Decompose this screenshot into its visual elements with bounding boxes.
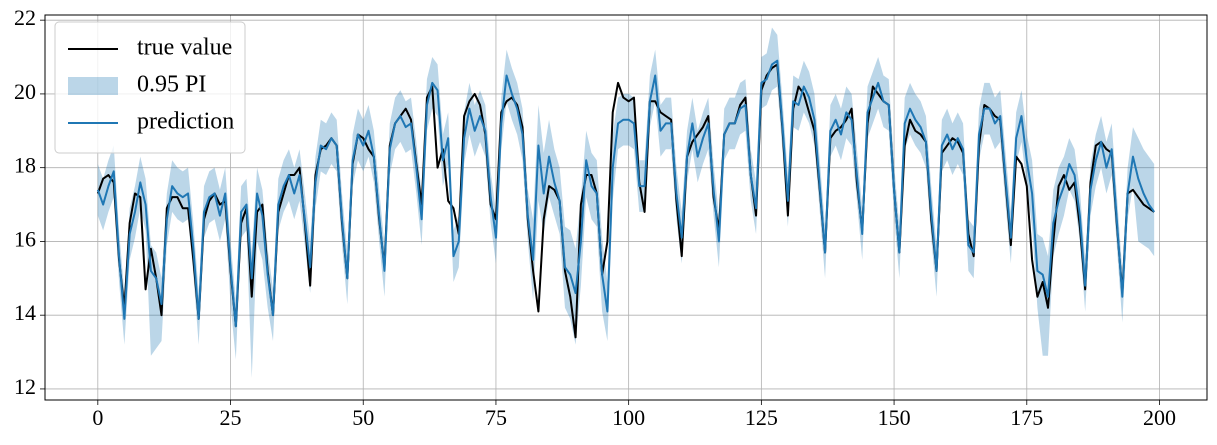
x-tick-label: 50 [352,405,374,430]
y-tick-label: 20 [14,79,36,104]
y-tick-label: 12 [14,374,36,399]
x-tick-label: 200 [1143,405,1176,430]
legend-label: prediction [137,109,234,135]
x-tick-label: 0 [92,405,103,430]
x-tick-label: 25 [220,405,242,430]
legend-label: 0.95 PI [137,72,206,98]
y-tick-label: 22 [14,5,36,30]
legend: true value 0.95 PI prediction [54,21,246,154]
y-tick-label: 18 [14,153,36,178]
x-tick-label: 150 [878,405,911,430]
x-tick-label: 75 [485,405,507,430]
axes-frame [44,14,1208,401]
legend-box [54,21,246,154]
x-tick-label: 100 [612,405,645,430]
legend-label: true value [137,35,232,61]
x-tick-label: 125 [745,405,778,430]
line [96,59,1155,328]
y-tick-label: 16 [14,226,36,251]
y-tick-label: 14 [14,300,36,325]
x-tick-label: 175 [1010,405,1043,430]
legend-swatch [68,77,118,95]
